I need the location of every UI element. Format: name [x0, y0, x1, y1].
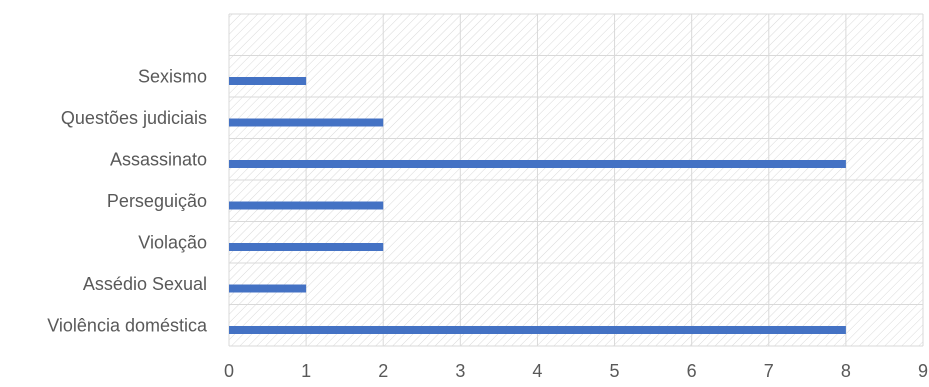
category-label-4: Assassinato: [110, 149, 207, 169]
x-tick-label-2: 2: [378, 361, 388, 381]
x-axis-tick-labels: 0 1 2 3 4 5 6 7 8 9: [224, 361, 928, 381]
bar-2: [229, 243, 384, 251]
category-label-3: Perseguição: [107, 191, 207, 211]
x-tick-label-5: 5: [610, 361, 620, 381]
x-tick-label-6: 6: [687, 361, 697, 381]
bar-6: [229, 77, 307, 85]
category-label-0: Violência doméstica: [47, 315, 208, 335]
bar-0: [229, 326, 846, 334]
gridlines: [228, 13, 924, 347]
category-label-1: Assédio Sexual: [83, 274, 207, 294]
bar-3: [229, 201, 384, 210]
bar-5: [229, 118, 384, 127]
x-tick-label-8: 8: [841, 361, 851, 381]
x-tick-label-7: 7: [764, 361, 774, 381]
x-tick-label-0: 0: [224, 361, 234, 381]
category-label-6: Sexismo: [138, 66, 207, 86]
x-tick-label-9: 9: [918, 361, 928, 381]
bar-4: [229, 160, 846, 168]
x-tick-label-1: 1: [301, 361, 311, 381]
bars: [229, 77, 846, 334]
x-tick-label-4: 4: [532, 361, 542, 381]
category-label-2: Violação: [138, 232, 207, 252]
category-labels: Violência doméstica Assédio Sexual Violaçã…: [47, 66, 208, 335]
category-label-5: Questões judiciais: [61, 108, 207, 128]
x-tick-label-3: 3: [455, 361, 465, 381]
bar-1: [229, 284, 307, 293]
